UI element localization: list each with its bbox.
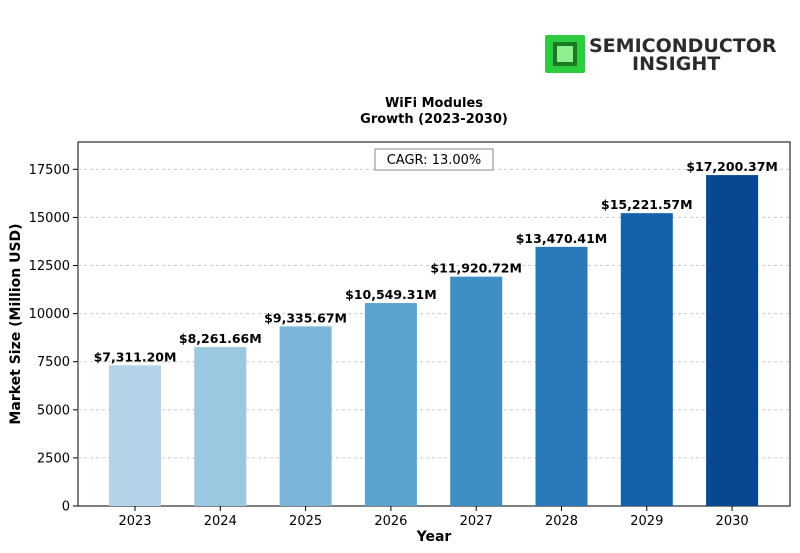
grid-lines bbox=[78, 168, 790, 459]
bar-2024 bbox=[194, 347, 247, 506]
x-tick-label: 2026 bbox=[374, 514, 407, 529]
y-tick-label: 0 bbox=[62, 500, 70, 515]
y-tick-label: 17500 bbox=[29, 163, 70, 178]
logo-line1: SEMICONDUCTOR bbox=[589, 35, 777, 57]
data-label: $10,549.31M bbox=[345, 287, 437, 302]
x-tick-label: 2025 bbox=[289, 514, 322, 529]
x-tick-label: 2023 bbox=[118, 514, 151, 529]
data-labels: $7,311.20M$8,261.66M$9,335.67M $10,549.31… bbox=[94, 159, 778, 364]
bar-2026 bbox=[364, 303, 417, 506]
data-label: $8,261.66M bbox=[179, 331, 262, 346]
y-axis-label: Market Size (Million USD) bbox=[8, 223, 24, 424]
x-tick-label: 2030 bbox=[716, 514, 749, 529]
data-label: $15,221.57M bbox=[601, 197, 693, 212]
data-label: $13,470.41M bbox=[516, 231, 608, 246]
bar-2030 bbox=[706, 175, 759, 506]
y-tick-label: 15000 bbox=[29, 211, 70, 226]
x-axis-label: Year bbox=[416, 529, 452, 545]
cagr-text: CAGR: 13.00% bbox=[387, 153, 482, 168]
logo-line2: INSIGHT bbox=[632, 53, 720, 75]
y-tick-label: 10000 bbox=[29, 307, 70, 322]
y-tick-label: 7500 bbox=[37, 355, 70, 370]
cagr-box bbox=[374, 148, 494, 171]
axis-ticks: 0 2500 5000 7500 10000 12500 15000 17500 2023 202… bbox=[29, 163, 749, 529]
x-tick-label: 2028 bbox=[545, 514, 578, 529]
plot-area bbox=[77, 141, 791, 507]
bar-2025 bbox=[279, 326, 332, 506]
y-tick-label: 5000 bbox=[37, 403, 70, 418]
x-tick-label: 2024 bbox=[204, 514, 237, 529]
data-label: $17,200.37M bbox=[686, 159, 778, 174]
chart-title-line1: WiFi Modules bbox=[385, 96, 483, 111]
bar-2028 bbox=[535, 246, 588, 506]
chart-title-line2: Growth (2023-2030) bbox=[360, 112, 508, 127]
y-tick-label: 2500 bbox=[37, 451, 70, 466]
data-label: $11,920.72M bbox=[430, 261, 522, 276]
data-label: $7,311.20M bbox=[94, 349, 177, 364]
x-tick-label: 2029 bbox=[630, 514, 663, 529]
y-tick-label: 12500 bbox=[29, 259, 70, 274]
x-tick-label: 2027 bbox=[460, 514, 493, 529]
cagr-annotation: CAGR: 13.00% bbox=[374, 148, 494, 171]
bars bbox=[109, 175, 759, 506]
bar-2027 bbox=[450, 276, 503, 506]
chip-icon-center bbox=[557, 46, 573, 62]
brand-logo: SEMICONDUCTOR INSIGHT bbox=[545, 35, 777, 75]
bar-2029 bbox=[620, 213, 673, 506]
data-label: $9,335.67M bbox=[264, 310, 347, 325]
bar-2023 bbox=[109, 365, 161, 506]
